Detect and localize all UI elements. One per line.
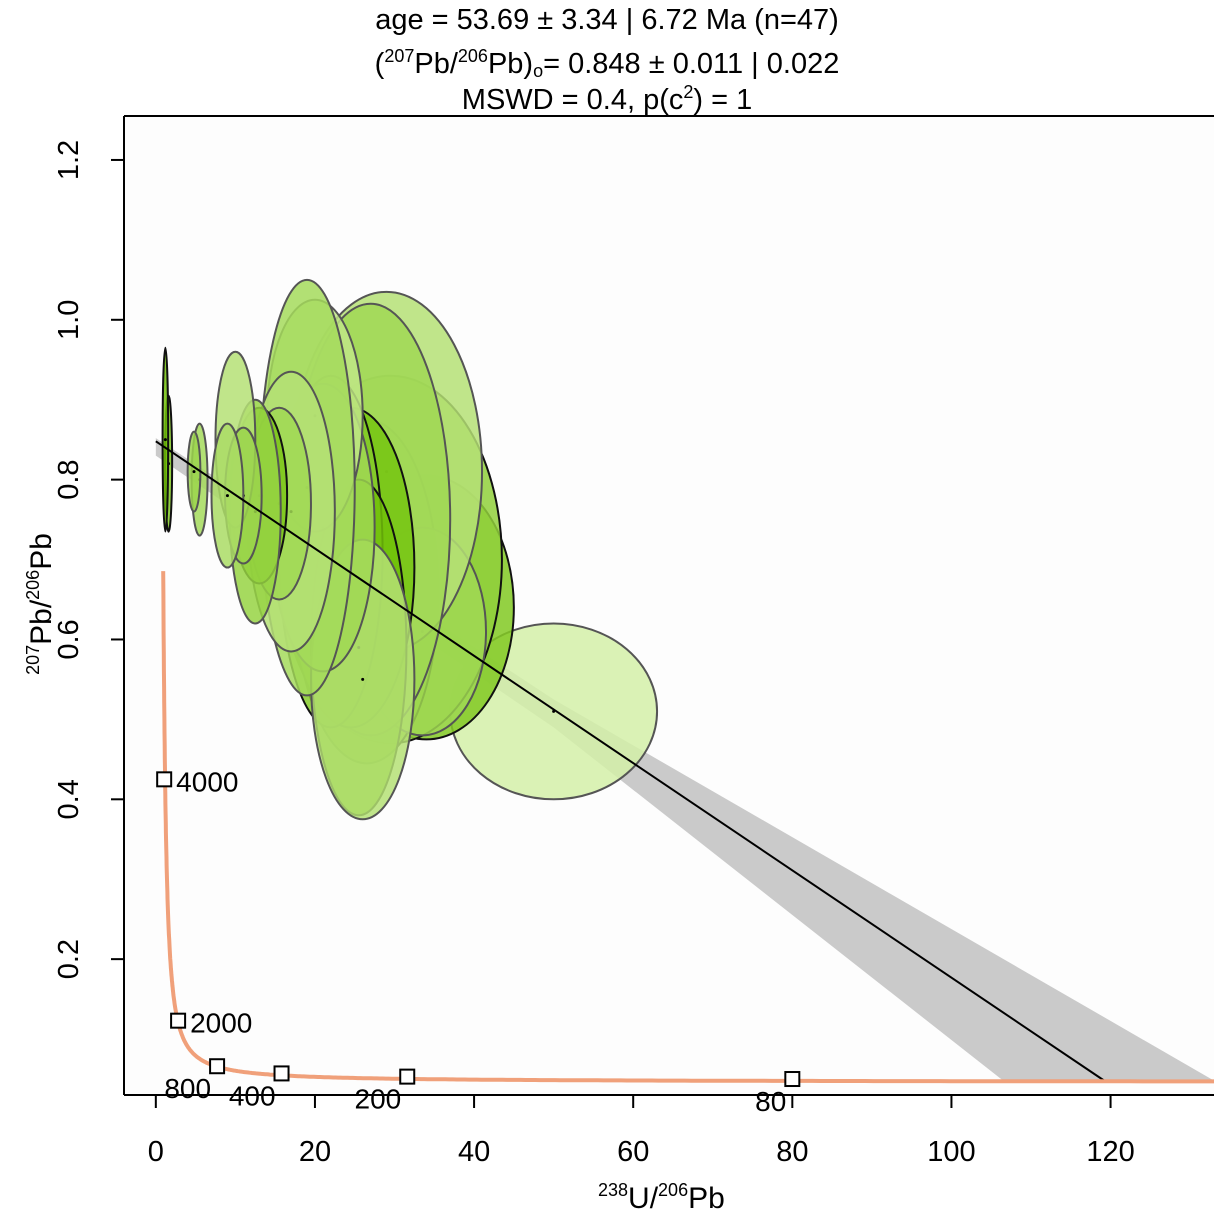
x-tick-label-40: 40 xyxy=(458,1136,490,1168)
y-tick-label-5: 1.2 xyxy=(53,140,85,180)
age-label-2000: 2000 xyxy=(190,1008,252,1039)
y-tick-label-3: 0.8 xyxy=(53,459,85,499)
age-marker-800 xyxy=(209,1058,226,1075)
ellipse-center-25 xyxy=(163,438,167,442)
age-marker-4000 xyxy=(156,771,173,788)
age-label-80: 80 xyxy=(755,1086,786,1117)
y-tick-label-4: 1.0 xyxy=(53,300,85,340)
y-tick-label-0: 0.2 xyxy=(53,939,85,979)
x-tick-label-120: 120 xyxy=(1086,1136,1134,1168)
chart-title-line-2: (207Pb/206Pb)o= 0.848 ± 0.011 | 0.022 xyxy=(374,46,840,81)
y-tick-label-2: 0.6 xyxy=(53,619,85,659)
y-tick-label-1: 0.4 xyxy=(53,779,85,819)
ellipse-center-21 xyxy=(225,494,229,498)
regression-line xyxy=(155,440,1105,1082)
age-marker-200 xyxy=(399,1068,416,1085)
chart-title-line-1: age = 53.69 ± 3.34 | 6.72 Ma (n=47) xyxy=(375,4,839,36)
x-tick-label-100: 100 xyxy=(927,1136,975,1168)
chart-title-line-3: MSWD = 0.4, p(c2) = 1 xyxy=(461,82,753,116)
age-label-4000: 4000 xyxy=(176,766,238,797)
age-label-200: 200 xyxy=(355,1084,402,1115)
x-tick-label-0: 0 xyxy=(148,1136,164,1168)
ellipse-center-11 xyxy=(361,677,365,681)
age-marker-80 xyxy=(784,1071,801,1088)
age-marker-2000 xyxy=(170,1012,187,1029)
x-tick-label-20: 20 xyxy=(299,1136,331,1168)
y-axis-label: 207Pb/206Pb xyxy=(23,533,58,675)
ellipse-center-23 xyxy=(192,470,196,474)
x-axis-label: 238U/206Pb xyxy=(598,1180,725,1215)
age-label-800: 800 xyxy=(164,1073,211,1104)
x-tick-label-80: 80 xyxy=(776,1136,808,1168)
age-marker-400 xyxy=(273,1065,290,1082)
x-tick-label-60: 60 xyxy=(617,1136,649,1168)
